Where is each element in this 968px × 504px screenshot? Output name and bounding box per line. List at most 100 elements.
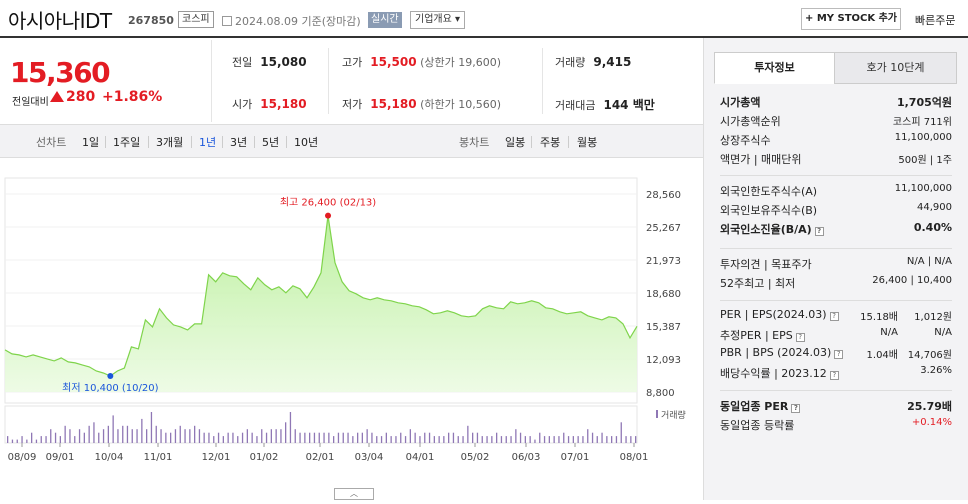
help-icon[interactable]: ? [814,227,824,236]
volume-bar [213,436,215,443]
market-cap-row: 상장주식수 11,100,000 [720,132,952,150]
info-value: 25.79배 [907,400,952,413]
valuation-row: 추정PER | EPS? N/A N/A [720,327,952,345]
volume-bar [496,432,498,443]
x-tick-label: 09/01 [46,452,75,463]
volume-bar [160,429,162,443]
info-label: 추정PER | EPS? [720,327,805,343]
volume-bar [174,429,177,443]
volume-bar [380,436,383,443]
volume-bar [122,425,124,443]
tab-invest-info[interactable]: 투자정보 [714,52,835,84]
industry-row: 동일업종 등락률 +0.14% [720,417,952,435]
info-value: 26,400 | 10,400 [872,275,952,286]
section-divider [720,175,952,176]
tab-period-3m[interactable]: 3개월 [156,136,184,149]
x-tick-label: 06/03 [512,452,541,463]
market-cap-row: 시가총액 1,705억원 [720,94,952,112]
volume-bar [117,429,119,443]
info-value: 500원 | 1주 [898,155,952,166]
price-area [5,215,637,392]
stat-prev: 전일 15,080 [232,55,307,69]
price-chart[interactable]: 28,560 25,267 21,973 18,680 15,387 12,093 8,80… [0,158,703,500]
x-tick-label: 01/02 [250,452,279,463]
opinion-row: 52주최고 | 최저 26,400 | 10,400 [720,275,952,293]
stat-volume: 거래량 9,415 [555,55,632,69]
x-tick-label: 08/09 [8,452,37,463]
help-icon[interactable]: ? [829,371,839,380]
foreign-row: 외국인소진율(B/A)? 0.40% [720,221,952,239]
volume-bar [285,422,287,443]
volume-bar [313,432,316,443]
tab-period-1y[interactable]: 1년 [199,136,217,149]
help-icon[interactable]: ? [829,312,839,321]
volume-bar [294,429,296,443]
volume-legend-swatch [656,410,658,418]
volume-bar [615,436,618,443]
volume-bar [203,432,205,443]
volume-bar [357,432,359,443]
calendar-icon [222,16,232,26]
volume-bar [241,432,244,443]
industry-row: 동일업종 PER? 25.79배 [720,398,952,416]
volume-bar [146,429,148,443]
help-icon[interactable]: ? [795,333,805,342]
volume-bar [136,429,138,443]
volume-bar [606,436,608,443]
live-button[interactable]: 실시간 [368,12,402,28]
info-label: 액면가 | 매매단위 [720,153,802,166]
tab-hoga-10[interactable]: 호가 10단계 [834,52,957,84]
volume-bar [337,432,340,443]
volume-bar [548,436,550,443]
tab-period-10y[interactable]: 10년 [294,136,319,149]
volume-bar [390,436,392,443]
stock-header: 아시아나IDT 267850 코스피 2024.08.09 기준(장마감) 실시… [0,0,968,38]
tab-period-3y[interactable]: 3년 [230,136,248,149]
volume-bar [611,436,613,443]
volume-bar [275,429,277,443]
price-chart-svg: 28,560 25,267 21,973 18,680 15,387 12,093 8,80… [4,177,686,463]
volume-bar [11,439,14,443]
volume-bar [534,439,536,443]
x-tick-label: 08/01 [620,452,649,463]
volume-bar [510,436,512,443]
tab-candle-day[interactable]: 일봉 [505,136,526,149]
tab-period-5y[interactable]: 5년 [262,136,280,149]
tab-period-1d[interactable]: 1일 [82,136,100,149]
info-label: 배당수익률 | 2023.12? [720,365,839,381]
market-badge: 코스피 [178,11,214,28]
volume-bar [591,432,594,443]
volume-bar [529,436,531,443]
volume-bar [98,432,100,443]
y-tick-label: 28,560 [646,190,681,201]
corp-info-dropdown[interactable]: 기업개요 ▾ [410,11,465,29]
help-icon[interactable]: ? [791,404,801,413]
volume-bar [189,429,191,443]
tab-candle-month[interactable]: 월봉 [577,136,598,149]
foreign-row: 외국인보유주식수(B) 44,900 [720,202,952,220]
tab-candle-week[interactable]: 주봉 [540,136,561,149]
high-annotation: 최고 26,400 (02/13) [280,197,376,209]
volume-bar [409,429,411,443]
volume-bar [563,432,565,443]
volume-bar [107,425,109,443]
help-icon[interactable]: ? [834,350,844,359]
valuation-row: PER | EPS(2024.03)? 15.18배 1,012원 [720,308,952,326]
info-value: 44,900 [917,202,952,213]
volume-bar [558,436,560,443]
section-divider [720,248,952,249]
volume-bar [601,432,603,443]
info-value-mid: N/A [880,327,898,338]
opinion-row: 투자의견 | 목표주가 N/A | N/A [720,256,952,274]
volume-bar [635,436,637,443]
quick-order-link[interactable]: 빠른주문 [915,14,956,27]
tab-period-1w[interactable]: 1주일 [113,136,141,149]
volume-bar [74,436,76,443]
volume-bar [54,432,57,443]
chart-collapse-button[interactable]: ︿ [334,488,374,500]
volume-bar [424,432,426,443]
add-my-stock-button[interactable]: + MY STOCK 추가 [801,8,901,30]
info-value: N/A | N/A [906,256,952,267]
info-value: 3.26% [920,365,952,376]
volume-bar [467,425,469,443]
